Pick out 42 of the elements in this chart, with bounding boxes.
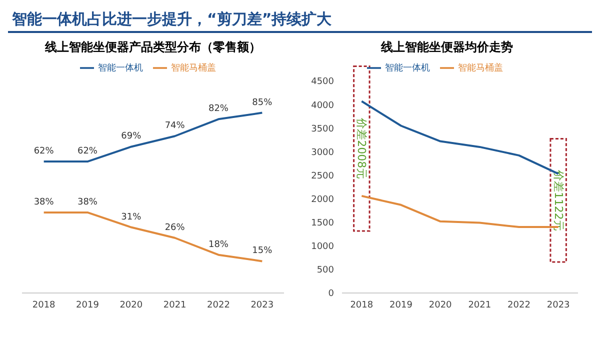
data-label: 85% xyxy=(252,98,273,108)
data-label: 15% xyxy=(252,246,273,256)
chart-title: 线上智能坐便器产品类型分布（零售额） xyxy=(44,39,262,56)
data-label: 62% xyxy=(77,146,98,157)
data-label: 18% xyxy=(208,240,229,250)
legend-label: 智能马桶盖 xyxy=(458,63,503,74)
x-tick-label: 2023 xyxy=(250,300,274,310)
x-tick-label: 2020 xyxy=(120,300,143,310)
data-label: 62% xyxy=(34,146,54,157)
x-tick-label: 2021 xyxy=(163,300,186,310)
x-tick-label: 2021 xyxy=(468,300,492,310)
legend-label: 智能马桶盖 xyxy=(171,63,216,74)
x-tick-label: 2019 xyxy=(76,300,100,310)
x-tick-label: 2018 xyxy=(350,300,374,310)
y-tick-label: 2000 xyxy=(311,194,334,205)
x-tick-label: 2020 xyxy=(428,300,452,310)
x-tick-label: 2022 xyxy=(508,300,530,310)
chart-title: 线上智能坐便器均价走势 xyxy=(380,39,514,56)
data-label: 31% xyxy=(121,212,142,222)
data-label: 38% xyxy=(34,197,54,208)
data-label: 38% xyxy=(77,197,98,208)
data-label: 26% xyxy=(164,222,186,233)
x-tick-label: 2022 xyxy=(207,300,230,310)
y-tick-label: 1000 xyxy=(311,242,334,252)
data-label: 74% xyxy=(164,121,186,132)
text: 智能一体机占比进一步提升，“剪刀差”持续扩大 xyxy=(8,8,592,33)
y-tick-label: 3500 xyxy=(311,124,334,134)
y-tick-label: 3000 xyxy=(311,148,334,158)
y-tick-label: 500 xyxy=(316,266,334,276)
y-tick-label: 0 xyxy=(328,289,334,300)
x-tick-label: 2023 xyxy=(546,300,570,310)
y-tick-label: 4500 xyxy=(311,77,334,88)
x-tick-label: 2018 xyxy=(32,300,56,310)
legend-label: 智能一体机 xyxy=(385,63,430,74)
y-tick-label: 1500 xyxy=(311,218,334,229)
data-label: 82% xyxy=(208,104,229,114)
y-tick-label: 4000 xyxy=(311,100,334,111)
legend-label: 智能一体机 xyxy=(98,63,143,74)
y-tick-label: 2500 xyxy=(311,171,334,182)
annotation: 价差2008元 xyxy=(355,117,368,180)
x-tick-label: 2019 xyxy=(390,300,413,310)
data-label: 69% xyxy=(121,132,142,142)
